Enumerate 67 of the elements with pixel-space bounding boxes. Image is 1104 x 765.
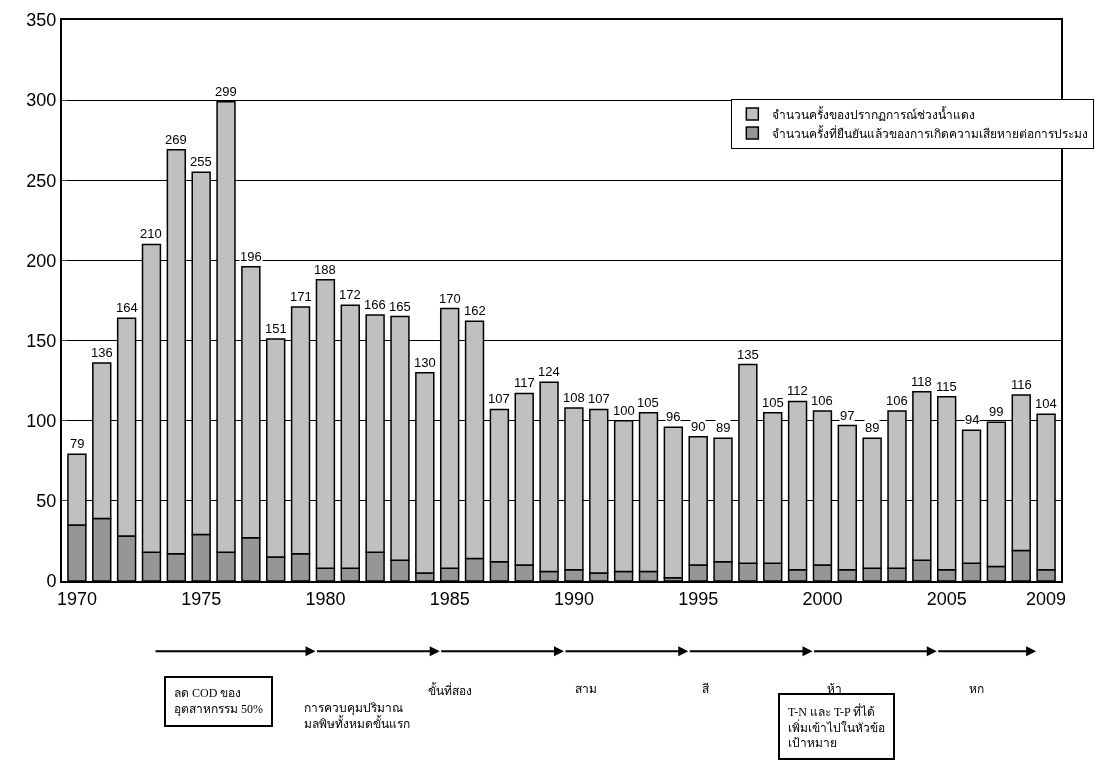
x-tick-label: 1980 [305,588,346,609]
x-tick-label: 1990 [553,588,594,609]
x-tick-label: 1995 [678,588,719,609]
total-label: 104 [1035,396,1057,411]
total-label: 269 [165,132,187,147]
total-label: 105 [637,395,659,410]
total-label: 105 [762,395,784,410]
text: การควบคุมปริมาณ มลพิษทั้งหมดขั้นแรก [304,701,410,731]
total-label: 210 [140,226,162,241]
total-label: 171 [290,289,312,304]
total-label: 164 [116,300,138,315]
total-label: 165 [389,299,411,314]
total-label: 107 [488,391,510,406]
total-label: 116 [1011,377,1032,392]
total-label: 100 [613,403,635,418]
total-label: 255 [190,154,212,169]
total-label: 170 [439,291,461,306]
y-tick-label: 50 [36,491,57,512]
total-label: 107 [588,391,610,406]
y-tick-label: 350 [26,10,57,31]
x-tick-label: 2000 [802,588,843,609]
text: ขั้นที่สอง [428,682,472,698]
total-label: 90 [691,419,706,434]
total-label: 172 [339,287,361,302]
y-tick-label: 100 [26,411,57,432]
total-label: 89 [865,420,880,435]
total-label: 196 [240,249,262,264]
total-label: 124 [538,364,560,379]
x-tick-label: 2009 [1026,588,1067,609]
total-label: 99 [989,404,1004,419]
total-label: 136 [91,345,113,360]
y-tick-label: 150 [26,330,57,351]
total-label: 106 [886,393,908,408]
x-tick-label: 1985 [429,588,470,609]
total-label: 130 [414,355,436,370]
text: สี [702,682,710,696]
y-tick-label: 300 [26,90,57,111]
total-label: 299 [215,84,237,99]
total-label: 96 [666,409,681,424]
y-tick-label: 200 [26,250,57,271]
total-label: 115 [936,379,957,394]
text: สาม [575,682,597,696]
y-tick-label: 0 [46,571,57,592]
total-label: 108 [563,390,585,405]
total-label: 94 [965,412,980,427]
y-tick-label: 250 [26,170,57,191]
total-label: 117 [514,375,535,390]
total-label: 97 [840,408,855,423]
text: หก [969,682,984,696]
total-label: 166 [364,297,386,312]
text: ห้า [827,682,842,696]
legend-label: จำนวนครั้งที่ยืนยันแล้วของการเกิดความเสียหายต่อการประมง [772,124,1089,141]
total-label: 89 [716,420,731,435]
total-label: 162 [464,303,486,318]
total-label: 118 [911,374,932,389]
text: T-N และ T-P ที่ได้ เพิ่มเข้าไปในหัวข้อ เป้าหมาย [788,703,885,751]
x-tick-label: 1975 [181,588,222,609]
total-label: 151 [265,321,287,336]
x-tick-label: 1970 [56,588,97,609]
text: ลด COD ของ อุตสาหกรรม 50% [174,686,263,717]
total-label: 112 [787,383,808,398]
legend-label: จำนวนครั้งของปรากฏการณ์ช่วงน้ำแดง [772,105,976,122]
total-label: 106 [811,393,833,408]
total-label: 135 [737,347,759,362]
total-label: 79 [70,436,85,451]
x-tick-label: 2005 [926,588,967,609]
total-label: 188 [314,262,336,277]
